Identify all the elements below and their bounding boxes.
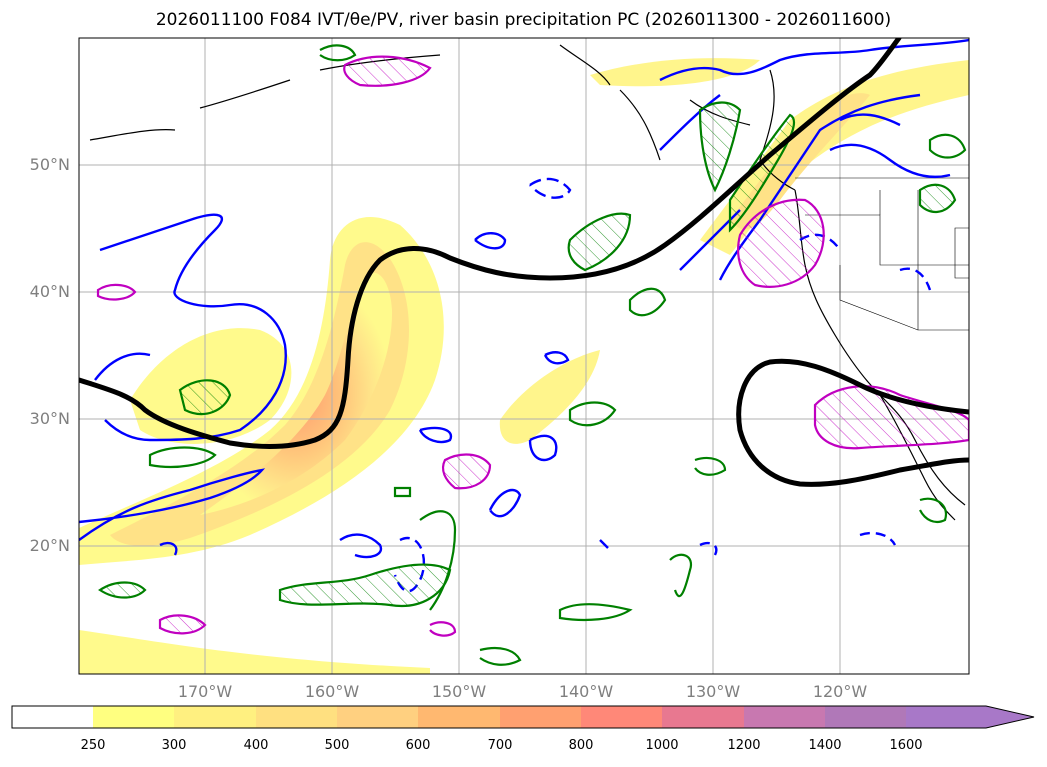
- theta-e-north: [659, 38, 969, 281]
- theta-e-mid-loops: [418, 351, 570, 518]
- lat-label-50: 50°N: [29, 155, 70, 174]
- green-north: [698, 101, 742, 193]
- colorbar-tick-1400: 1400: [808, 738, 842, 753]
- green-coast-2: [928, 133, 967, 159]
- pv-main: [79, 38, 902, 449]
- precip-magenta-contours: [96, 55, 969, 637]
- cb-seg-1: [12, 706, 93, 728]
- magenta-south-2: [429, 621, 457, 637]
- cb-seg-2: [93, 706, 174, 728]
- map-frame: [78, 37, 970, 675]
- lat-label-40: 40°N: [29, 282, 70, 301]
- colorbar-tick-600: 600: [405, 738, 431, 753]
- green-north-2: [319, 44, 357, 62]
- magenta-west: [96, 283, 137, 301]
- green-mid: [568, 401, 617, 427]
- green-small-2: [694, 456, 727, 476]
- magenta-sw-coast: [813, 385, 969, 450]
- cb-seg-3: [174, 706, 256, 728]
- lon-label-150w: 150°W: [431, 682, 487, 701]
- green-coast-3: [919, 497, 948, 524]
- theta-e-dashed-4: [699, 531, 897, 556]
- cb-extend-arrow: [986, 706, 1034, 728]
- green-south-2: [419, 510, 457, 611]
- green-west-2: [148, 446, 217, 469]
- colorbar-tick-1200: 1200: [727, 738, 761, 753]
- magenta-south: [158, 614, 207, 635]
- colorbar-tick-250: 250: [80, 738, 106, 753]
- pv-southeast-loop: [736, 358, 969, 487]
- colorbar-tick-400: 400: [243, 738, 269, 753]
- pv-contours: [79, 38, 969, 487]
- green-mid-2: [628, 287, 667, 317]
- green-west-1: [178, 379, 232, 416]
- lon-label-160w: 160°W: [304, 682, 360, 701]
- lon-label-170w: 170°W: [177, 682, 233, 701]
- green-small-3: [393, 486, 412, 498]
- cb-seg-7: [500, 706, 581, 728]
- colorbar-tick-500: 500: [324, 738, 350, 753]
- theta-e-sw: [159, 533, 609, 559]
- green-coast-1: [918, 183, 957, 213]
- green-center: [567, 212, 632, 272]
- lon-label-140w: 140°W: [558, 682, 614, 701]
- cb-seg-10: [744, 706, 825, 728]
- lat-label-20: 20°N: [29, 536, 70, 555]
- cb-seg-11: [825, 706, 906, 728]
- green-south-3: [98, 581, 147, 599]
- colorbar-tick-800: 800: [568, 738, 594, 753]
- green-south-1: [278, 563, 452, 608]
- lat-label-30: 30°N: [29, 409, 70, 428]
- theta-e-jet-band: [79, 468, 266, 541]
- ivt-plume-core: [200, 272, 393, 515]
- ivt-plume-mid: [110, 242, 410, 546]
- green-ne-band: [728, 113, 796, 233]
- theta-e-center-loop: [474, 232, 507, 250]
- cb-seg-9: [662, 706, 744, 728]
- green-small-1: [479, 646, 522, 666]
- cb-seg-8: [581, 706, 662, 728]
- ivt-tail: [79, 630, 430, 674]
- lon-label-130w: 130°W: [685, 682, 741, 701]
- colorbar-tick-300: 300: [161, 738, 187, 753]
- state-borders: [795, 177, 969, 331]
- cb-seg-12: [906, 706, 986, 728]
- ivt-central-blob: [499, 350, 600, 444]
- precip-green-contours: [98, 44, 967, 666]
- colorbar: [11, 705, 1035, 729]
- magenta-center: [441, 453, 492, 490]
- theta-e-dashed-1: [529, 177, 572, 199]
- theta-e-coast: [829, 113, 951, 179]
- magenta-pnw: [737, 198, 825, 288]
- cb-outline: [11, 705, 1035, 729]
- lon-label-120w: 120°W: [812, 682, 868, 701]
- theta-e-west-loop: [94, 213, 287, 442]
- colorbar-tick-700: 700: [487, 738, 513, 753]
- cb-seg-5: [337, 706, 418, 728]
- cb-seg-6: [418, 706, 500, 728]
- ivt-north-strip: [590, 58, 760, 87]
- chart-title: 2026011100 F084 IVT/θe/PV, river basin p…: [155, 10, 892, 30]
- magenta-north: [343, 55, 432, 87]
- cb-seg-4: [256, 706, 337, 728]
- colorbar-tick-1000: 1000: [645, 738, 679, 753]
- ivt-shading: [79, 58, 969, 674]
- colorbar-tick-1600: 1600: [889, 738, 923, 753]
- green-south-5: [669, 553, 693, 598]
- green-south-4: [558, 603, 633, 622]
